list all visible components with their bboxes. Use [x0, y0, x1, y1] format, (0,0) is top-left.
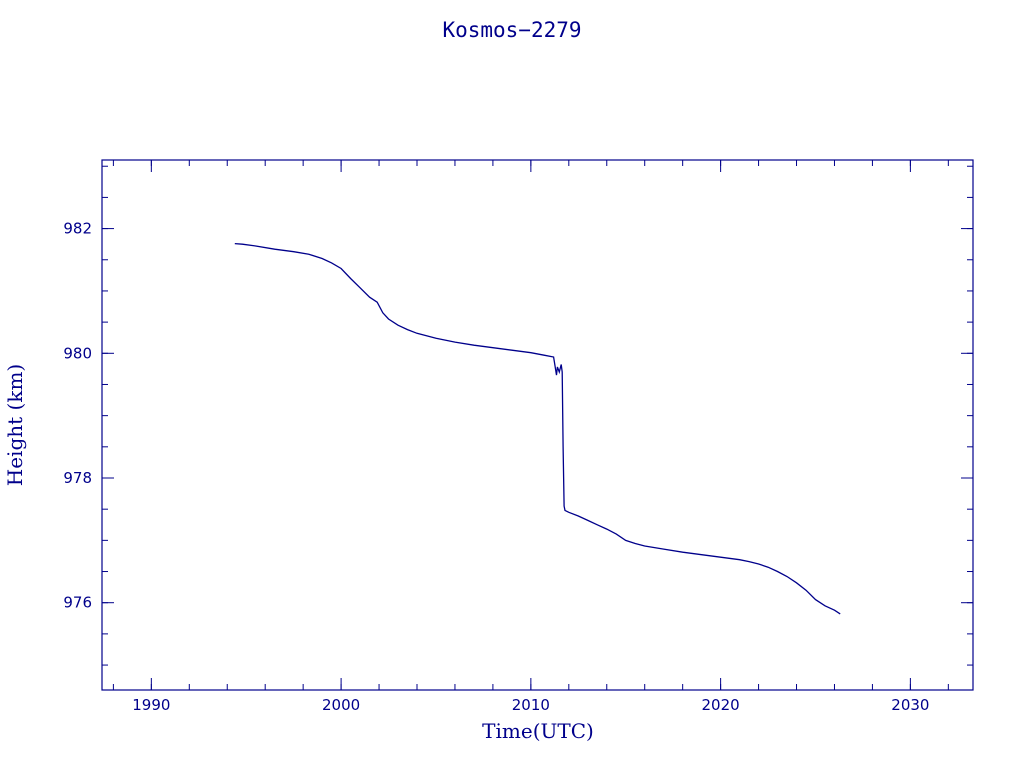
- y-tick-label: 978: [63, 469, 92, 487]
- tick-labels: 1990 2000 2010 2020 2030 976 978 980 982: [63, 220, 929, 714]
- x-tick-label: 2020: [702, 696, 740, 714]
- y-tick-label: 982: [63, 220, 92, 238]
- x-tick-label: 2010: [512, 696, 550, 714]
- x-tick-label: 2000: [322, 696, 360, 714]
- x-tick-label: 1990: [132, 696, 170, 714]
- y-tick-label: 980: [63, 344, 92, 362]
- plot-frame: [101, 159, 974, 691]
- x-axis-label: Time(UTC): [482, 719, 594, 743]
- y-axis-label: Height (km): [3, 364, 27, 486]
- axis-ticks: [102, 160, 973, 690]
- x-tick-label: 2030: [891, 696, 929, 714]
- height-series-line: [234, 242, 841, 615]
- chart-title: Kosmos−2279: [442, 18, 581, 42]
- y-tick-label: 976: [63, 594, 92, 612]
